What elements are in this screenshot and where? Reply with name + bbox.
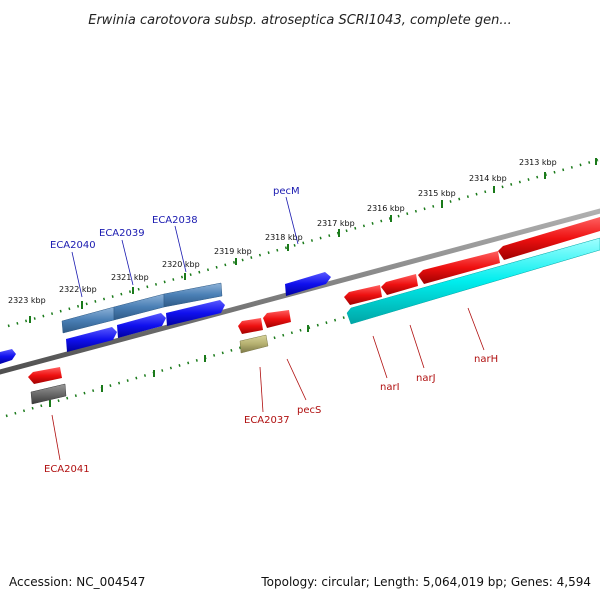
kbp-label: 2321 kbp [111, 273, 149, 282]
gene-label-pecS[interactable]: pecS [297, 405, 321, 416]
gene-label-ECA2040[interactable]: ECA2040 [50, 240, 96, 251]
map-title: Erwinia carotovora subsp. atroseptica SC… [88, 13, 511, 28]
kbp-label: 2322 kbp [59, 285, 97, 294]
gene-feature-reverse-left[interactable] [28, 367, 62, 384]
gene-feature-narG[interactable] [498, 217, 600, 260]
kbp-label: 2314 kbp [469, 174, 507, 183]
kbp-label: 2320 kbp [162, 260, 200, 269]
kbp-ruler-ticks [29, 158, 597, 323]
label-leader [409, 324, 425, 369]
label-leader [467, 307, 485, 351]
label-leader [174, 225, 187, 273]
gene-feature-olive[interactable] [239, 334, 269, 354]
kbp-label: 2313 kbp [519, 158, 557, 167]
gene-feature-reverse[interactable] [263, 310, 291, 328]
gene-feature-narH[interactable] [418, 251, 500, 284]
gene-feature-reverse[interactable] [238, 318, 263, 334]
gene-feature-gray[interactable] [30, 383, 67, 405]
label-leader [51, 414, 61, 461]
gene-label-ECA2038[interactable]: ECA2038 [152, 215, 198, 226]
gene-feature-forward-partial[interactable] [0, 349, 16, 364]
label-leader [285, 196, 299, 245]
gene-feature-forward[interactable] [66, 327, 117, 352]
gene-feature-forward[interactable] [166, 300, 225, 326]
gene-feature-reverse[interactable] [344, 285, 382, 305]
gene-label-pecM[interactable]: pecM [273, 186, 300, 197]
kbp-label: 2318 kbp [265, 233, 303, 242]
gene-label-ECA2041[interactable]: ECA2041 [44, 464, 90, 475]
gene-label-ECA2037[interactable]: ECA2037 [244, 415, 290, 426]
gene-feature-pecM[interactable] [285, 272, 331, 296]
label-leader [286, 358, 307, 401]
label-leader [121, 239, 134, 286]
label-leader [372, 335, 388, 379]
gene-label-ECA2039[interactable]: ECA2039 [99, 228, 145, 239]
gene-feature-steelblue[interactable] [163, 282, 223, 308]
kbp-label: 2315 kbp [418, 189, 456, 198]
gene-label-narJ[interactable]: narJ [416, 373, 436, 384]
kbp-label: 2316 kbp [367, 204, 405, 213]
kbp-label: 2323 kbp [8, 296, 46, 305]
gene-feature-narJ[interactable] [381, 274, 418, 295]
accession-text: Accession: NC_004547 [9, 575, 145, 589]
gene-label-narH[interactable]: narH [474, 354, 498, 365]
label-leader [259, 366, 264, 413]
gene-label-narI[interactable]: narI [380, 382, 400, 393]
kbp-ruler-dots [7, 158, 599, 328]
label-leader [71, 251, 83, 298]
gene-feature-forward[interactable] [117, 313, 166, 338]
gene-feature-rna[interactable] [346, 237, 600, 325]
kbp-label: 2317 kbp [317, 219, 355, 228]
genome-summary-text: Topology: circular; Length: 5,064,019 bp… [260, 575, 591, 589]
kbp-label: 2319 kbp [214, 247, 252, 256]
